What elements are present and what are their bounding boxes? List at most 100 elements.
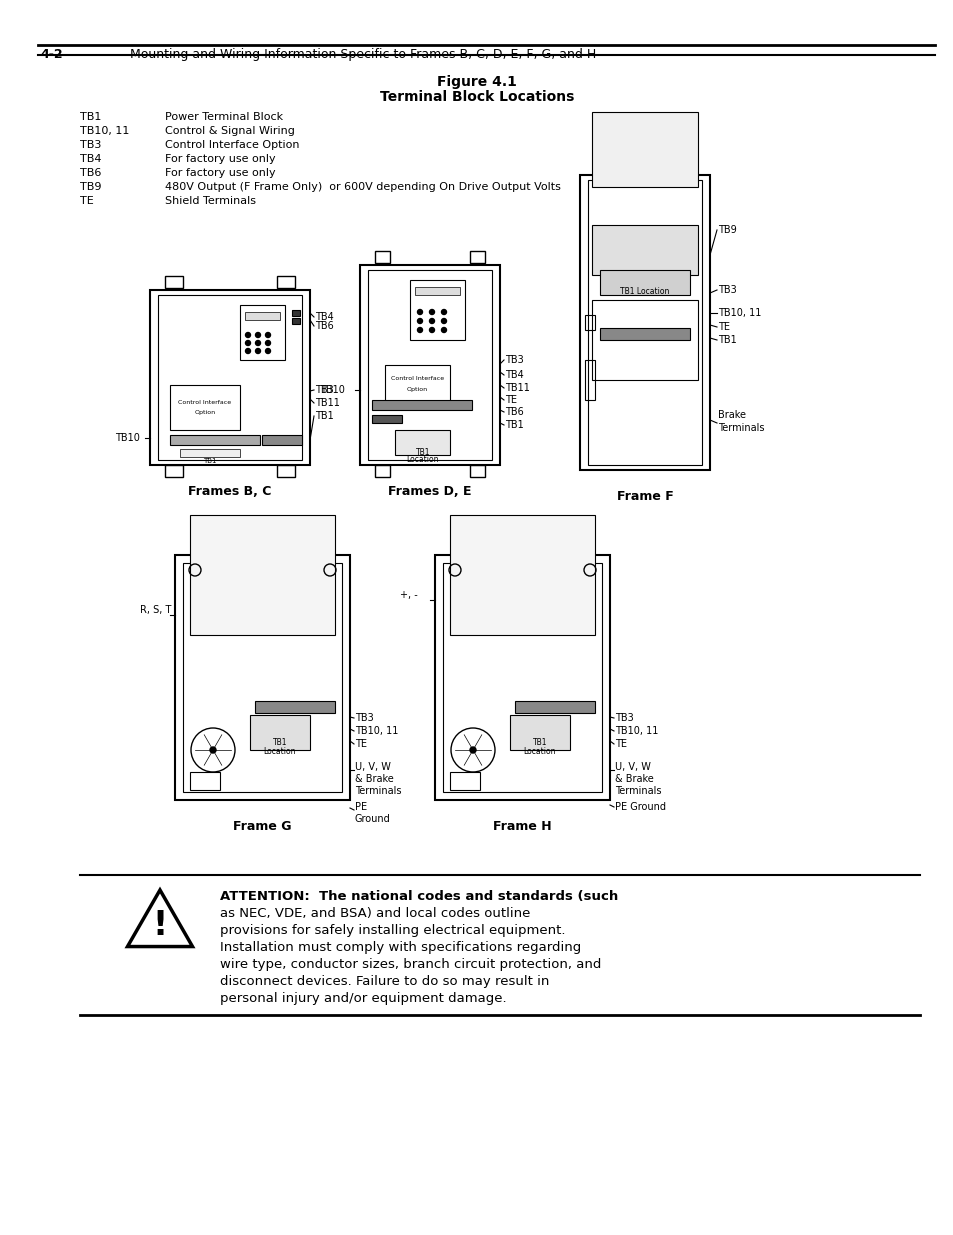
Text: Power Terminal Block: Power Terminal Block	[165, 112, 283, 122]
Bar	[254, 701, 335, 713]
Circle shape	[417, 319, 422, 324]
Bar	[165, 466, 183, 477]
Bar	[165, 275, 183, 288]
Text: TE: TE	[80, 196, 93, 206]
Text: TB6: TB6	[504, 408, 523, 417]
Text: Control Interface: Control Interface	[178, 400, 232, 405]
Text: Control & Signal Wiring: Control & Signal Wiring	[165, 126, 294, 136]
Text: TB10: TB10	[115, 433, 140, 443]
Text: U, V, W: U, V, W	[615, 762, 650, 772]
Circle shape	[245, 341, 251, 346]
Text: TB10, 11: TB10, 11	[615, 726, 658, 736]
Text: Frames B, C: Frames B, C	[188, 485, 272, 498]
Text: TB1 Location: TB1 Location	[619, 287, 669, 296]
Bar	[240, 305, 285, 359]
Bar	[410, 280, 464, 340]
Text: Terminals: Terminals	[718, 424, 763, 433]
Text: TB3: TB3	[615, 713, 633, 722]
Bar	[174, 555, 350, 800]
Text: PE: PE	[355, 802, 367, 811]
Text: TB1: TB1	[203, 458, 216, 464]
Text: ATTENTION:  The national codes and standards (such: ATTENTION: The national codes and standa…	[220, 890, 618, 903]
Text: TB9: TB9	[718, 225, 736, 235]
Bar	[450, 515, 595, 635]
Text: TB4: TB4	[80, 154, 101, 164]
Text: Terminals: Terminals	[615, 785, 660, 797]
Text: TB3: TB3	[80, 140, 101, 149]
Bar	[368, 270, 492, 459]
Bar	[599, 329, 689, 340]
Bar	[276, 275, 294, 288]
Bar	[245, 312, 280, 320]
Text: Mounting and Wiring Information Specific to Frames B, C, D, E, F, G, and H: Mounting and Wiring Information Specific…	[130, 48, 596, 61]
Bar	[372, 415, 401, 424]
Circle shape	[210, 747, 215, 753]
Bar	[592, 300, 698, 380]
Bar	[250, 715, 310, 750]
Bar	[292, 310, 299, 316]
Bar	[359, 266, 499, 466]
Bar	[442, 563, 601, 792]
Text: TB11: TB11	[314, 398, 339, 408]
Text: Control Interface Option: Control Interface Option	[165, 140, 299, 149]
Circle shape	[265, 341, 271, 346]
Circle shape	[255, 332, 260, 337]
Text: TB3: TB3	[314, 385, 334, 395]
Text: TB1: TB1	[314, 411, 334, 421]
Bar	[158, 295, 302, 459]
Bar	[579, 175, 709, 471]
Text: TB9: TB9	[80, 182, 101, 191]
Text: +, -: +, -	[399, 590, 417, 600]
Text: TB3: TB3	[504, 354, 523, 366]
Text: Frame H: Frame H	[493, 820, 551, 832]
Text: Ground: Ground	[355, 814, 391, 824]
Bar	[292, 317, 299, 324]
Circle shape	[429, 327, 434, 332]
Circle shape	[441, 310, 446, 315]
Bar	[150, 290, 310, 466]
Circle shape	[417, 310, 422, 315]
Bar	[592, 225, 698, 275]
Bar	[435, 555, 609, 800]
Text: Location: Location	[523, 747, 556, 756]
Circle shape	[470, 747, 476, 753]
Circle shape	[245, 332, 251, 337]
Text: Location: Location	[406, 454, 438, 464]
Bar	[415, 287, 459, 295]
Bar	[170, 435, 260, 445]
Text: TB4: TB4	[314, 312, 334, 322]
Text: TE: TE	[355, 739, 367, 748]
Bar	[262, 435, 302, 445]
Bar	[395, 430, 450, 454]
Text: Frame F: Frame F	[616, 490, 673, 503]
Circle shape	[265, 348, 271, 353]
Bar	[276, 466, 294, 477]
Text: TB1: TB1	[504, 420, 523, 430]
Bar	[450, 772, 479, 790]
Text: TB10: TB10	[319, 385, 345, 395]
Text: Control Interface: Control Interface	[391, 377, 443, 382]
Text: personal injury and/or equipment damage.: personal injury and/or equipment damage.	[220, 992, 506, 1005]
Text: Terminals: Terminals	[355, 785, 401, 797]
Text: as NEC, VDE, and BSA) and local codes outline: as NEC, VDE, and BSA) and local codes ou…	[220, 906, 530, 920]
Text: Terminal Block Locations: Terminal Block Locations	[379, 90, 574, 104]
Bar	[592, 112, 698, 186]
Circle shape	[265, 332, 271, 337]
Text: TB10, 11: TB10, 11	[355, 726, 398, 736]
Text: TB3: TB3	[355, 713, 374, 722]
Circle shape	[255, 341, 260, 346]
Text: Frame G: Frame G	[233, 820, 292, 832]
Text: provisions for safely installing electrical equipment.: provisions for safely installing electri…	[220, 924, 565, 937]
Text: disconnect devices. Failure to do so may result in: disconnect devices. Failure to do so may…	[220, 974, 549, 988]
Text: Option: Option	[194, 410, 215, 415]
Bar	[587, 180, 701, 466]
Text: 480V Output (F Frame Only)  or 600V depending On Drive Output Volts: 480V Output (F Frame Only) or 600V depen…	[165, 182, 560, 191]
Bar	[515, 701, 595, 713]
Circle shape	[429, 319, 434, 324]
Text: 4-2: 4-2	[40, 48, 63, 61]
Text: TB1: TB1	[80, 112, 101, 122]
Text: For factory use only: For factory use only	[165, 168, 275, 178]
Text: TB3: TB3	[718, 285, 736, 295]
Circle shape	[441, 327, 446, 332]
Bar	[584, 359, 595, 400]
